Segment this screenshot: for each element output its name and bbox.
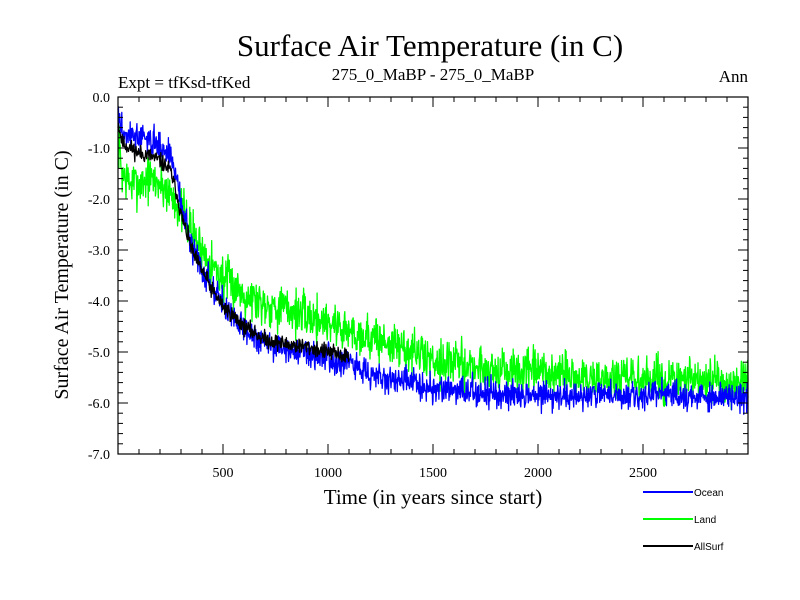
y-tick-label: -2.0 xyxy=(88,193,110,208)
axis-ticks: 500 1000 1500 2000 2500 0.0 -1.0 -2.0 -3.0 -4.0 -5… xyxy=(88,91,748,481)
x-tick-label: 2000 xyxy=(524,466,552,481)
series-line-ocean xyxy=(117,106,749,415)
legend-label-allsurf: AllSurf xyxy=(694,542,724,553)
period-label: 275_0_MaBP - 275_0_MaBP xyxy=(332,65,534,84)
y-tick-label: -1.0 xyxy=(88,142,110,157)
y-tick-label: 0.0 xyxy=(93,91,111,106)
x-tick-label: 2500 xyxy=(629,466,657,481)
x-tick-label: 500 xyxy=(213,466,234,481)
x-tick-label: 1500 xyxy=(419,466,447,481)
series-line-allsurf xyxy=(117,122,350,363)
x-tick-label: 1000 xyxy=(314,466,342,481)
experiment-label: Expt = tfKsd-tfKed xyxy=(118,73,251,92)
season-label: Ann xyxy=(719,67,749,86)
x-axis-label: Time (in years since start) xyxy=(324,485,543,509)
y-tick-label: -4.0 xyxy=(88,295,110,310)
y-tick-label: -6.0 xyxy=(88,397,110,412)
y-axis-label: Surface Air Temperature (in C) xyxy=(51,150,73,399)
legend-label-land: Land xyxy=(694,515,716,526)
y-tick-label: -7.0 xyxy=(88,448,110,463)
legend: Ocean Land AllSurf xyxy=(643,488,724,553)
chart-title: Surface Air Temperature (in C) xyxy=(237,28,623,63)
plot-frame xyxy=(117,96,749,455)
y-tick-label: -3.0 xyxy=(88,244,110,259)
series-line-land xyxy=(117,125,749,411)
y-tick-label: -5.0 xyxy=(88,346,110,361)
legend-label-ocean: Ocean xyxy=(694,488,723,499)
series-layer xyxy=(117,106,749,415)
